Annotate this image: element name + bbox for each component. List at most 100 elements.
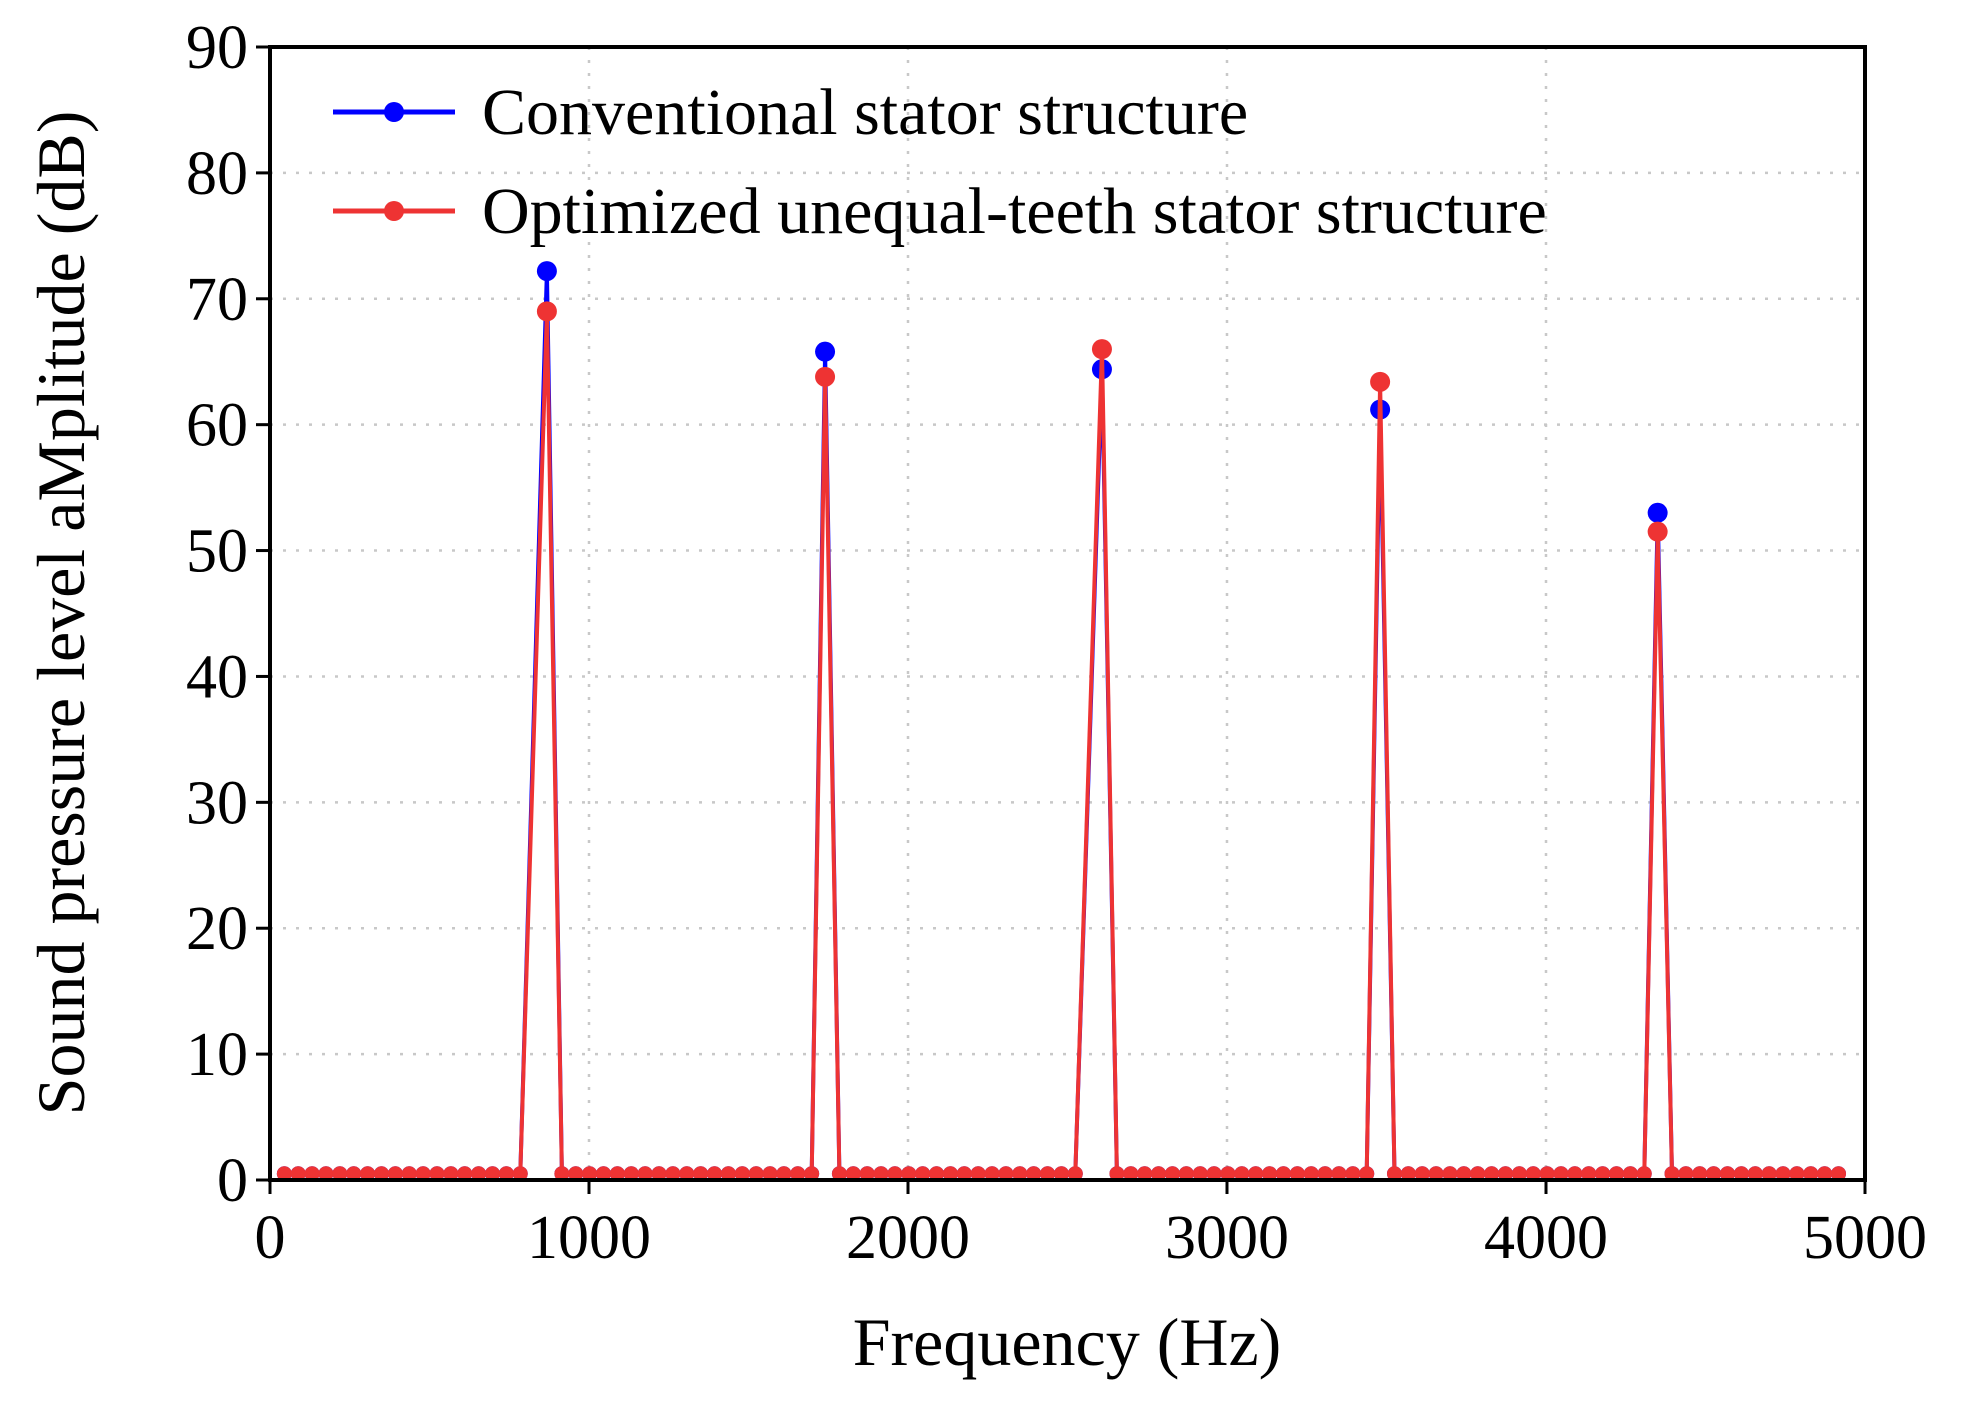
series-1-peak-4350 [1647, 521, 1668, 542]
series-1-point-70 [1275, 1166, 1291, 1182]
series-1-point-76 [1359, 1166, 1375, 1182]
series-1-point-12 [443, 1166, 459, 1182]
series-1-point-7 [373, 1166, 389, 1182]
series-1-point-40 [845, 1166, 861, 1182]
series-1-point-53 [1026, 1166, 1042, 1182]
series-1-point-4 [332, 1166, 348, 1182]
series-1-point-58 [1109, 1166, 1125, 1182]
legend-label-optimized: Optimized unequal-teeth stator structure [482, 175, 1547, 248]
series-1-point-67 [1234, 1166, 1250, 1182]
series-layer [276, 261, 1847, 1182]
series-1-peak-1740 [815, 366, 836, 387]
series-0-peak-1740 [815, 341, 836, 362]
series-1-point-87 [1511, 1166, 1527, 1182]
legend-entry-conventional: Conventional stator structure [333, 76, 1248, 149]
series-1-point-47 [942, 1166, 958, 1182]
series-1-point-104 [1747, 1166, 1763, 1182]
y-tick-label-60: 60 [186, 392, 248, 460]
series-1-point-54 [1040, 1166, 1056, 1182]
series-1-point-44 [901, 1166, 917, 1182]
series-1-point-37 [804, 1166, 820, 1182]
series-1-point-101 [1706, 1166, 1722, 1182]
y-tick-label-80: 80 [186, 140, 248, 208]
series-1-point-72 [1303, 1166, 1319, 1182]
series-1 [276, 301, 1847, 1182]
series-1-point-41 [859, 1166, 875, 1182]
x-tick-label-1000: 1000 [527, 1204, 651, 1272]
series-1-point-5 [346, 1166, 362, 1182]
series-1-point-17 [512, 1166, 528, 1182]
series-1-point-78 [1386, 1166, 1402, 1182]
series-1-point-83 [1456, 1166, 1472, 1182]
series-1-point-30 [707, 1166, 723, 1182]
series-1-point-21 [582, 1166, 598, 1182]
series-1-point-69 [1262, 1166, 1278, 1182]
series-1-point-102 [1720, 1166, 1736, 1182]
series-1-point-56 [1067, 1166, 1083, 1182]
series-1-point-95 [1622, 1166, 1638, 1182]
series-1-point-46 [929, 1166, 945, 1182]
series-1-point-91 [1567, 1166, 1583, 1182]
series-1-point-9 [401, 1166, 417, 1182]
x-tick-label-2000: 2000 [846, 1204, 970, 1272]
series-1-point-10 [415, 1166, 431, 1182]
series-1-point-19 [554, 1166, 570, 1182]
series-1-point-26 [651, 1166, 667, 1182]
x-axis-label: Frequency (Hz) [853, 1304, 1282, 1380]
series-1-point-110 [1831, 1166, 1847, 1182]
series-1-point-74 [1331, 1166, 1347, 1182]
series-1-point-45 [915, 1166, 931, 1182]
series-1-point-51 [998, 1166, 1014, 1182]
series-1-point-66 [1220, 1166, 1236, 1182]
series-1-point-28 [679, 1166, 695, 1182]
series-1-point-6 [360, 1166, 376, 1182]
y-tick-label-90: 90 [186, 14, 248, 82]
series-1-point-52 [1012, 1166, 1028, 1182]
series-1-point-1 [290, 1166, 306, 1182]
plot-frame [268, 45, 1867, 1182]
series-1-point-24 [623, 1166, 639, 1182]
x-tick-label-3000: 3000 [1165, 1204, 1289, 1272]
series-1-point-94 [1608, 1166, 1624, 1182]
series-1-point-98 [1664, 1166, 1680, 1182]
axis-ticks [256, 45, 1867, 1194]
series-1-point-65 [1206, 1166, 1222, 1182]
series-1-point-25 [637, 1166, 653, 1182]
y-tick-label-10: 10 [186, 1021, 248, 1089]
series-1-point-11 [429, 1166, 445, 1182]
series-1-point-22 [596, 1166, 612, 1182]
series-1-point-71 [1289, 1166, 1305, 1182]
series-1-point-61 [1151, 1166, 1167, 1182]
x-tick-label-5000: 5000 [1803, 1204, 1927, 1272]
x-tick-label-4000: 4000 [1484, 1204, 1608, 1272]
series-1-point-33 [748, 1166, 764, 1182]
series-1-point-3 [318, 1166, 334, 1182]
legend-entry-optimized: Optimized unequal-teeth stator structure [333, 175, 1547, 248]
legend: Conventional stator structure Optimized … [333, 76, 1547, 248]
series-1-line [284, 309, 1839, 1176]
series-1-point-100 [1692, 1166, 1708, 1182]
series-1-point-32 [734, 1166, 750, 1182]
series-1-point-15 [485, 1166, 501, 1182]
series-1-point-99 [1678, 1166, 1694, 1182]
x-tick-label-0: 0 [255, 1204, 286, 1272]
legend-marker-conventional [384, 102, 404, 122]
series-1-point-108 [1803, 1166, 1819, 1182]
series-1-point-39 [831, 1166, 847, 1182]
series-1-point-81 [1428, 1166, 1444, 1182]
y-tick-label-30: 30 [186, 769, 248, 837]
series-1-point-85 [1484, 1166, 1500, 1182]
series-1-point-63 [1178, 1166, 1194, 1182]
series-1-point-29 [693, 1166, 709, 1182]
legend-marker-optimized [384, 201, 404, 221]
series-1-point-64 [1192, 1166, 1208, 1182]
series-1-point-107 [1789, 1166, 1805, 1182]
series-1-point-84 [1470, 1166, 1486, 1182]
series-1-point-16 [498, 1166, 514, 1182]
series-1-point-36 [790, 1166, 806, 1182]
series-1-point-60 [1137, 1166, 1153, 1182]
series-1-point-27 [665, 1166, 681, 1182]
series-1-point-90 [1553, 1166, 1569, 1182]
series-0-peak-4350 [1647, 502, 1668, 523]
